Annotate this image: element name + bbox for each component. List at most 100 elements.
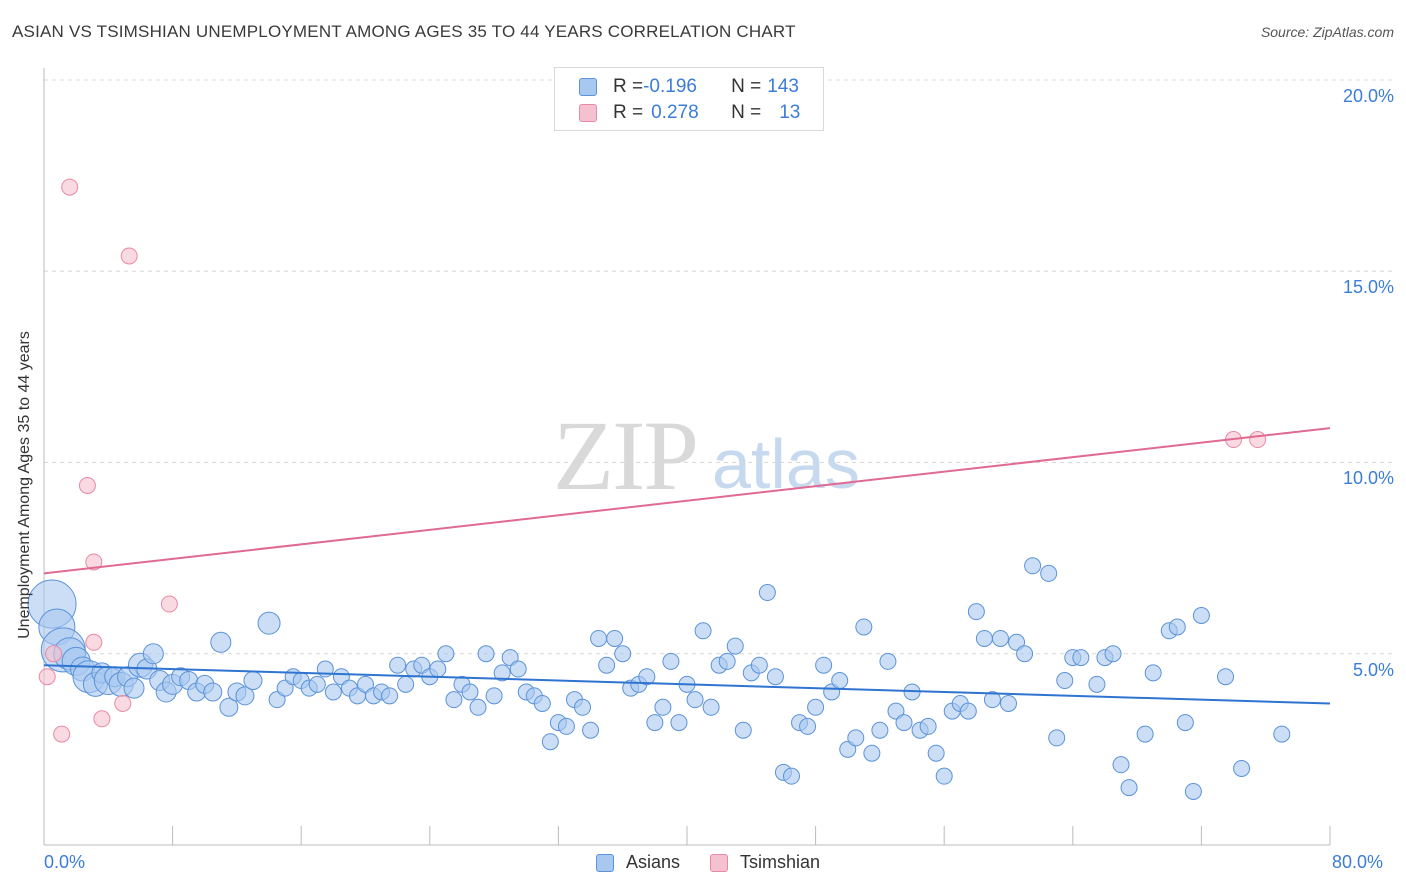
point-asian-85 [702,698,720,716]
point-asian-38 [324,683,342,701]
point-asian-91 [750,656,768,674]
y-tick-label-20: 20.0% [1342,86,1394,106]
series-legend: Asians Tsimshian [596,852,820,873]
point-asian-126 [1040,564,1058,582]
point-asian-28 [235,686,255,706]
point-asian-107 [879,652,897,670]
point-asian-135 [1120,779,1138,797]
point-asian-122 [1000,694,1017,712]
point-asian-103 [847,729,865,747]
point-asian-127 [1048,729,1066,747]
point-asian-72 [598,656,616,674]
watermark-zip: ZIP [553,400,699,511]
point-asian-25 [210,631,232,653]
legend-row-tsimshian: R = 0.278 N = 13 [579,101,800,125]
point-tsimshian-5 [85,553,103,571]
point-asian-36 [308,675,326,693]
point-asian-87 [718,652,736,670]
point-tsimshian-9 [120,247,138,265]
point-asian-30 [257,611,281,635]
point-tsimshian-4 [78,476,96,494]
legend-r-label-tsimshian: R = [613,102,644,123]
point-asian-70 [582,721,600,739]
point-asian-112 [919,717,937,735]
point-asian-65 [541,733,559,751]
point-asian-88 [726,637,744,655]
y-tick-label-15: 15.0% [1342,277,1394,297]
point-asian-101 [831,672,849,690]
point-asian-56 [469,698,487,716]
x-tick-label-min: 0.0% [44,852,86,872]
point-asian-130 [1072,649,1090,667]
point-asian-97 [799,717,817,735]
correlation-legend: R = -0.196 N = 143 R = 0.278 N = 13 [554,67,824,131]
legend-label-tsimshian: Tsimshian [740,852,821,872]
point-asian-131 [1088,675,1106,693]
point-asian-26 [219,697,239,717]
point-asian-120 [983,691,1001,709]
point-tsimshian-1 [45,645,63,663]
legend-n-value-tsimshian: 13 [779,102,801,123]
point-asian-64 [533,694,551,712]
point-asian-52 [437,645,455,663]
point-asian-83 [686,691,704,709]
y-tick-label-10: 10.0% [1342,468,1394,488]
point-asian-134 [1112,756,1130,774]
legend-swatch-asians [596,853,614,872]
point-asian-74 [614,645,632,663]
point-asian-95 [782,767,800,785]
point-asian-29 [243,671,263,691]
point-asian-67 [557,717,575,735]
legend-label-asians: Asians [626,852,681,872]
legend-n-value-asian: 143 [767,76,799,97]
point-asian-144 [1233,760,1251,777]
point-tsimshian-6 [85,633,103,651]
point-asian-141 [1184,782,1202,800]
point-asian-78 [646,714,664,732]
legend-r-label-asian: R = [613,76,644,97]
point-asian-45 [381,687,399,705]
point-asian-137 [1144,664,1162,682]
y-axis-label-wrap: Unemployment Among Ages 35 to 44 years [10,270,40,700]
point-asian-73 [606,629,624,647]
point-asian-99 [815,656,833,674]
point-asian-140 [1176,714,1194,732]
source-label: Source: ZipAtlas.com [1260,24,1394,40]
point-asian-84 [694,622,712,640]
point-asian-119 [975,629,993,647]
point-asian-106 [871,721,889,739]
y-axis-label: Unemployment Among Ages 35 to 44 years [16,331,33,639]
point-asian-80 [662,652,680,670]
point-asian-79 [654,698,672,716]
point-asian-16 [142,643,164,665]
point-tsimshian-7 [93,710,111,728]
trendline-asian [43,664,1331,705]
point-asian-81 [670,714,688,732]
point-asian-92 [758,584,776,602]
trendline-tsimshian [43,427,1331,575]
point-asian-58 [485,687,503,705]
point-asian-124 [1016,645,1034,663]
point-tsimshian-2 [53,725,71,743]
legend-n-label-asian: N = [731,76,762,97]
point-asian-13 [123,677,145,699]
y-tick-label-5: 5.0% [1352,660,1394,680]
legend-n-label-tsimshian: N = [731,102,762,123]
legend-r-value-tsimshian: 0.278 [651,102,699,123]
point-asian-61 [509,660,527,678]
point-asian-47 [397,675,415,693]
point-asian-125 [1024,557,1042,575]
point-asian-128 [1056,672,1074,690]
point-asian-118 [967,603,985,621]
point-asian-77 [638,668,656,686]
legend-row-asian: R = -0.196 N = 143 [579,75,799,99]
point-asian-24 [203,682,223,702]
point-asian-114 [935,767,953,785]
point-asian-142 [1192,607,1210,624]
point-asian-46 [389,656,407,674]
point-asian-98 [807,698,825,716]
point-tsimshian-0 [38,668,56,686]
point-asian-55 [461,683,479,701]
point-asian-121 [991,629,1009,647]
